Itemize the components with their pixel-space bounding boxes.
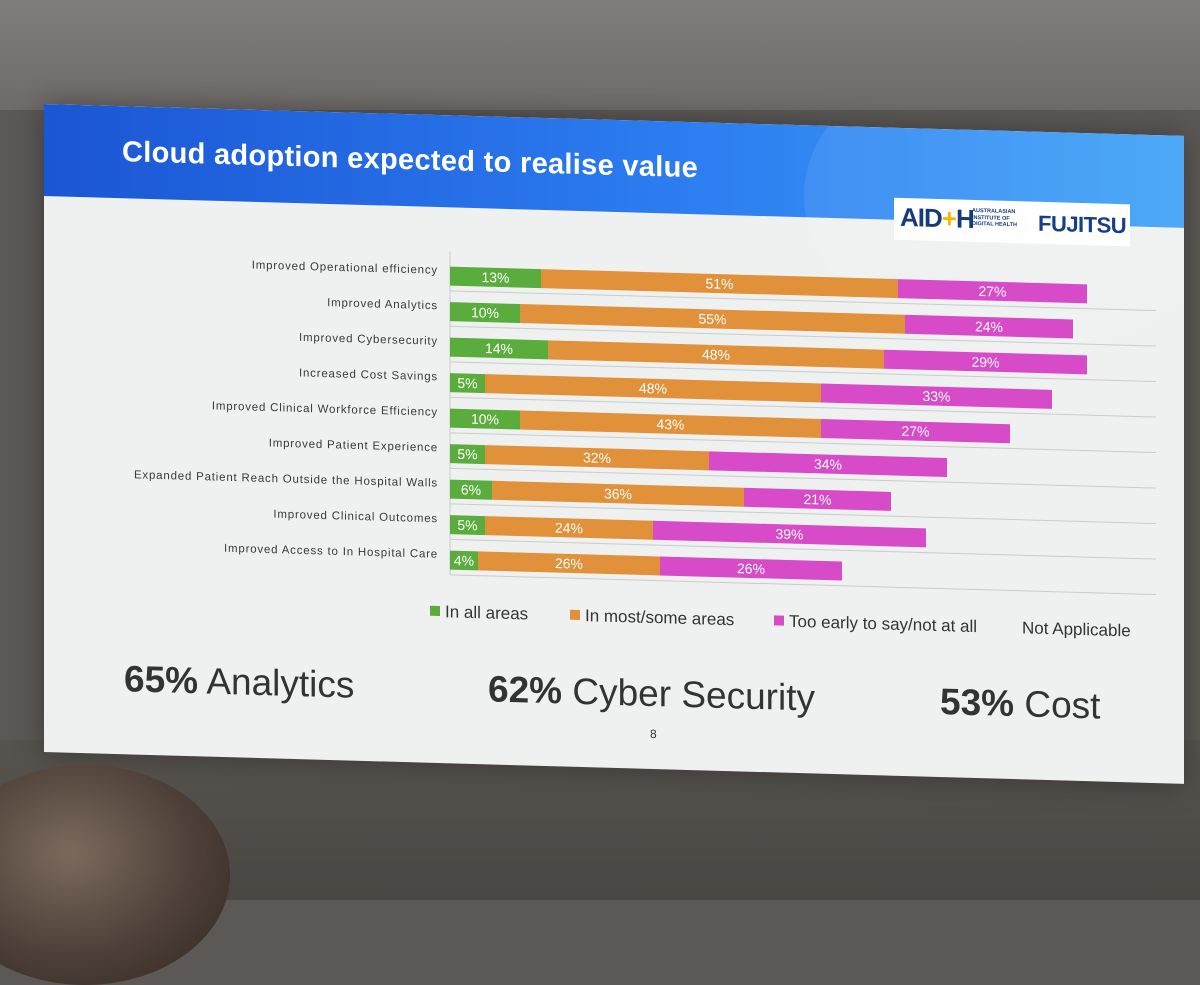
bar-segment xyxy=(450,373,485,394)
page-number: 8 xyxy=(650,726,657,742)
chart-gridline xyxy=(450,325,1156,347)
bar-value-label: 32% xyxy=(583,449,611,466)
legend-item-not-applicable: Not Applicable xyxy=(1022,618,1131,641)
category-label: Improved Operational efficiency xyxy=(252,260,438,277)
bar-value-label: 43% xyxy=(656,416,684,433)
presentation-slide: Cloud adoption expected to realise value… xyxy=(44,104,1184,784)
bar-value-label: 33% xyxy=(922,388,950,405)
stat-label: Cost xyxy=(1024,683,1101,727)
bar-segment xyxy=(709,451,947,477)
category-label: Improved Access to In Hospital Care xyxy=(224,543,438,561)
bar-segment xyxy=(898,279,1087,304)
bar-value-label: 34% xyxy=(814,456,842,473)
bar-segment xyxy=(450,408,520,430)
legend-swatch-green xyxy=(430,605,440,617)
bar-value-label: 24% xyxy=(975,318,1003,335)
legend-item-in-all-areas: In all areas xyxy=(430,602,528,625)
chart-gridline xyxy=(450,432,1156,454)
bar-segment xyxy=(450,302,520,324)
bar-segment xyxy=(450,444,485,465)
bar-value-label: 21% xyxy=(803,491,831,508)
category-label: Improved Cybersecurity xyxy=(299,332,438,348)
bar-value-label: 24% xyxy=(555,520,583,537)
bar-segment xyxy=(450,337,548,360)
bar-segment xyxy=(744,487,891,511)
legend-item-too-early: Too early to say/not at all xyxy=(774,611,977,637)
category-label: Expanded Patient Reach Outside the Hospi… xyxy=(134,469,438,489)
stacked-bar-chart: 13% 51% 27% 10% 55% 24% 14% 48% 29% 5% 48% 33% 10% 43… xyxy=(134,251,1156,596)
bar-value-label: 48% xyxy=(639,380,667,397)
legend-label: In all areas xyxy=(445,602,529,624)
bar-value-label: 55% xyxy=(698,311,726,328)
bar-segment xyxy=(653,520,926,548)
category-label: Improved Patient Experience xyxy=(269,438,438,455)
bar-value-label: 5% xyxy=(457,517,477,534)
stat-analytics: 65% Analytics xyxy=(124,658,354,706)
bar-value-label: 51% xyxy=(705,275,733,292)
category-label: Improved Analytics xyxy=(327,297,438,312)
chart-gridline xyxy=(450,361,1156,383)
legend-swatch-magenta xyxy=(774,615,784,626)
category-label: Improved Clinical Outcomes xyxy=(273,509,438,526)
chart-bars: 13% 51% 27% 10% 55% 24% 14% 48% 29% 5% 48% 33% 10% 43… xyxy=(450,266,1087,581)
stat-cyber-security: 62% Cyber Security xyxy=(488,668,815,719)
bar-segment xyxy=(520,304,905,334)
bar-segment xyxy=(450,515,485,536)
bar-segment xyxy=(485,374,821,403)
bar-value-label: 5% xyxy=(457,375,477,392)
bar-segment xyxy=(884,349,1087,375)
stat-label: Cyber Security xyxy=(572,670,815,719)
bar-segment xyxy=(541,269,898,299)
bar-value-label: 36% xyxy=(604,485,632,502)
bar-value-label: 27% xyxy=(978,283,1006,300)
bar-value-label: 10% xyxy=(471,304,499,321)
chart-grid xyxy=(449,251,1156,596)
category-labels: Improved Operational efficiency Improved … xyxy=(134,260,438,561)
bar-segment xyxy=(821,418,1010,444)
bar-value-label: 48% xyxy=(702,346,730,363)
category-label: Increased Cost Savings xyxy=(299,367,438,383)
bar-value-label: 6% xyxy=(461,481,481,498)
bar-segment xyxy=(485,445,709,471)
bar-value-label: 13% xyxy=(481,269,509,286)
bar-segment xyxy=(450,550,478,571)
room-wall-top xyxy=(0,0,1200,110)
legend-item-most-some-areas: In most/some areas xyxy=(570,606,734,631)
legend-swatch-orange xyxy=(570,609,580,620)
bar-value-label: 5% xyxy=(457,446,477,463)
chart-gridline xyxy=(450,290,1156,312)
bar-segment xyxy=(450,266,541,289)
bar-segment xyxy=(478,551,660,576)
bar-value-label: 29% xyxy=(971,354,999,371)
chart-gridline xyxy=(450,503,1156,525)
bar-value-label: 26% xyxy=(555,555,583,572)
legend-label: Too early to say/not at all xyxy=(789,611,978,637)
bar-segment xyxy=(660,556,842,581)
category-label: Improved Clinical Workforce Efficiency xyxy=(212,400,438,418)
legend-label: In most/some areas xyxy=(585,606,735,630)
bar-value-label: 10% xyxy=(471,411,499,428)
bar-value-label: 14% xyxy=(485,340,513,357)
bar-segment xyxy=(821,383,1052,409)
bar-value-label: 4% xyxy=(454,552,474,569)
bar-segment xyxy=(485,516,653,540)
chart-gridline xyxy=(450,396,1156,418)
chart-gridline xyxy=(450,467,1156,489)
legend-label: Not Applicable xyxy=(1022,618,1131,641)
bar-segment xyxy=(905,314,1073,339)
bar-segment xyxy=(492,480,744,507)
stat-label: Analytics xyxy=(206,660,355,706)
chart-gridline xyxy=(450,538,1156,560)
stat-value: 53% xyxy=(940,681,1015,725)
bar-segment xyxy=(548,340,884,369)
bar-value-label: 26% xyxy=(737,560,765,577)
bar-segment xyxy=(450,479,492,500)
bar-value-label: 27% xyxy=(901,423,929,440)
bar-segment xyxy=(520,410,821,438)
stat-value: 65% xyxy=(124,658,199,702)
stat-value: 62% xyxy=(488,668,563,712)
stat-cost: 53% Cost xyxy=(940,681,1100,727)
bar-value-label: 39% xyxy=(775,526,803,543)
chart-gridline xyxy=(450,574,1156,596)
